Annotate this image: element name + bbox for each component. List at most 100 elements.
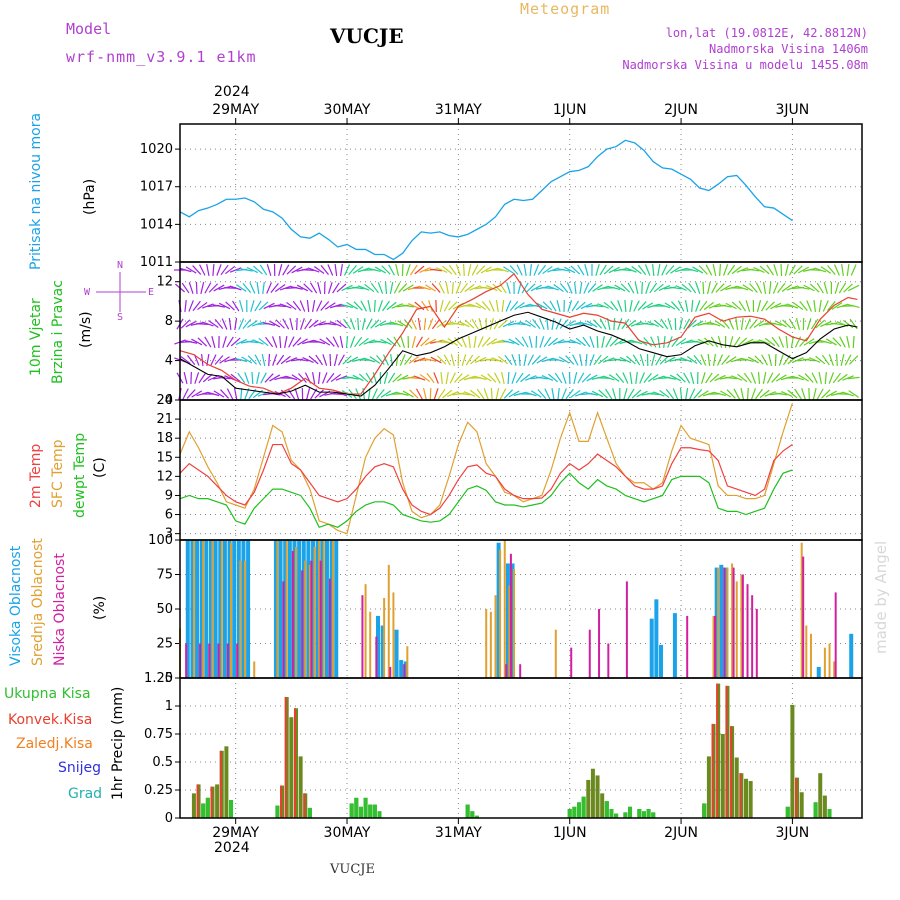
wind-arrow	[402, 304, 415, 308]
y-tick-label: 1020	[140, 142, 173, 157]
precip-light-bar	[201, 803, 206, 818]
wind-arrow	[347, 302, 359, 310]
precip-light-bar	[349, 803, 354, 818]
wind-arrow	[183, 372, 188, 384]
wind-arrow	[269, 320, 281, 328]
wind-arrow	[329, 353, 332, 367]
wind-arrow	[265, 336, 274, 348]
wind-arrow	[712, 264, 717, 276]
precip-conv-bar	[725, 685, 728, 818]
wind-arrow	[256, 372, 260, 384]
cloud-bar-low	[291, 551, 294, 678]
wind-arrow	[795, 318, 801, 330]
wind-arrow	[781, 390, 793, 398]
cloud-bar-high	[510, 563, 515, 678]
cloud-bar-mid	[369, 611, 372, 678]
wind-arrow	[505, 300, 512, 312]
cloud-bar-high	[380, 625, 385, 678]
wind-arrow	[627, 388, 635, 400]
precip-total-bar	[720, 734, 725, 818]
wind-arrow	[524, 391, 537, 397]
wind-arrow	[516, 264, 523, 276]
wind-arrow	[725, 376, 738, 380]
wind-arrow	[402, 284, 414, 292]
wind-arrow	[437, 388, 446, 400]
cloud-bar-high	[719, 564, 724, 678]
wind-arrow	[705, 264, 713, 276]
cloud-bar-high	[185, 540, 190, 678]
wind-arrow	[683, 318, 691, 330]
wind-arrow	[820, 320, 832, 328]
wind-arrow	[603, 265, 614, 275]
y-tick-label: 8	[165, 314, 173, 329]
t2m-line	[179, 443, 793, 516]
wind-arrow	[411, 336, 416, 348]
bottom-day-label: 31MAY	[435, 825, 482, 841]
wind-arrow	[777, 282, 786, 294]
wind-arrow	[408, 302, 420, 310]
wind-arrow	[708, 321, 721, 327]
cloud-unit: (%)	[92, 595, 108, 620]
wind-arrow	[598, 355, 609, 365]
precip-conv-bar	[303, 793, 306, 818]
wind-arrow	[725, 302, 737, 310]
wind-arrow	[259, 264, 268, 276]
y-tick-label: 6	[165, 508, 173, 523]
wind-arrow	[765, 301, 775, 311]
cloud-bar-high	[649, 618, 654, 678]
wind-arrow	[185, 266, 197, 274]
wind-arrow	[647, 392, 660, 396]
precip-total-bar	[224, 746, 229, 818]
wind-arrow	[844, 354, 852, 366]
wind-arrow	[627, 282, 635, 294]
wind-arrow	[636, 390, 648, 398]
wind-arrow	[302, 356, 314, 364]
cloud-bar-high	[283, 540, 288, 678]
wind-arrow	[737, 373, 748, 383]
wind-arrow	[468, 335, 471, 349]
cloud-bar-low	[802, 556, 805, 678]
wind-arrow	[831, 302, 843, 310]
wind-arrow	[198, 372, 207, 384]
wind-arrow	[787, 389, 798, 399]
y-tick-label: 1011	[140, 255, 173, 270]
wind-arrow	[414, 265, 425, 275]
wind-arrow	[794, 388, 802, 400]
cloud-bar-low	[755, 609, 758, 678]
wind-arrow	[608, 266, 620, 274]
wind-arrow	[319, 338, 331, 346]
wind-arrow	[207, 391, 220, 397]
wind-arrow	[623, 388, 628, 400]
wind-arrow	[589, 336, 595, 348]
wind-arrow	[391, 321, 404, 327]
temp-unit: (C)	[92, 457, 108, 478]
wind-arrow	[336, 283, 347, 293]
wind-arrow	[341, 284, 353, 292]
wind-arrow	[285, 357, 298, 363]
wind-arrow	[632, 354, 641, 366]
wind-arrow	[445, 371, 449, 385]
wind-arrow	[803, 358, 816, 362]
wind-arrow	[492, 283, 503, 293]
wind-arrow	[478, 318, 483, 330]
wind-arrow	[645, 282, 651, 294]
precip-light-bar	[470, 811, 475, 818]
wind-arrow	[282, 264, 290, 276]
wind-arrow	[322, 354, 328, 366]
wind-arrow	[313, 320, 325, 328]
wind-arrow	[244, 372, 250, 384]
wind-arrow	[547, 285, 559, 291]
wind-arrow	[260, 372, 267, 384]
cloud-bar-low	[746, 584, 749, 678]
wind-arrow	[527, 354, 534, 366]
wind-arrow	[286, 301, 297, 311]
wind-arrow	[343, 264, 351, 276]
wind-arrow	[815, 355, 826, 365]
wind-arrow	[586, 374, 598, 382]
wind-arrow	[626, 355, 636, 365]
wind-arrow	[740, 388, 745, 400]
wind-arrow	[474, 375, 487, 381]
wind-arrow	[399, 354, 406, 366]
wind-arrow	[486, 338, 498, 346]
cloud-bar-mid	[809, 633, 812, 678]
